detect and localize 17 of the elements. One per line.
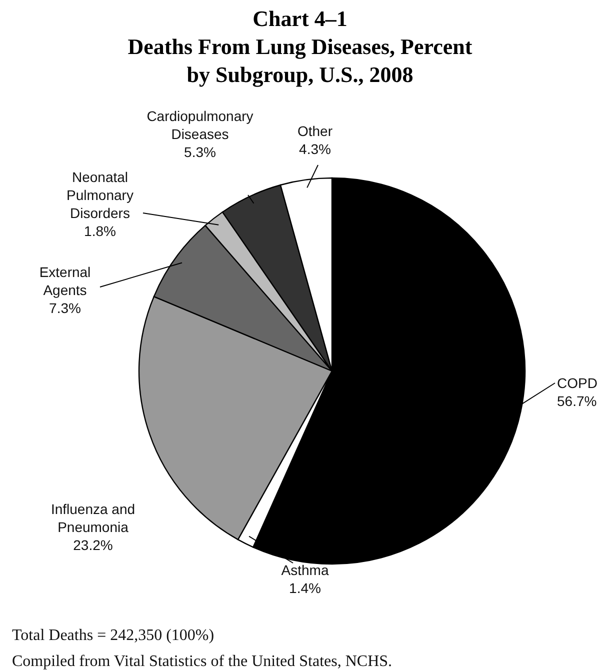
data-label: 1.4% xyxy=(289,580,321,596)
text: Total Deaths = 242,350 (100%) xyxy=(12,627,214,644)
slice-label: COPD xyxy=(557,375,598,391)
data-label: 4.3% xyxy=(299,141,331,157)
data-label: 5.3% xyxy=(184,144,216,160)
chart-title: Chart 4–1 Deaths From Lung Diseases, Percent by Subgroup, U.S., 2008 xyxy=(128,6,473,87)
data-label: 23.2% xyxy=(73,537,113,553)
data-label: 7.3% xyxy=(49,300,81,316)
slice-label: Neonatal Pulmonary Disorders xyxy=(66,169,134,221)
data-label: 1.8% xyxy=(84,223,116,239)
text: Compiled from Vital Statistics of the United States, NCHS. xyxy=(12,653,392,670)
slice-label: External Agents xyxy=(39,264,91,298)
slice-label: Cardiopulmonary Diseases xyxy=(146,108,254,142)
slice-label: Asthma xyxy=(281,562,329,578)
data-label: 56.7% xyxy=(557,393,597,409)
slice-label: Influenza and Pneumonia xyxy=(50,501,136,535)
slice-label: Other xyxy=(297,123,333,139)
